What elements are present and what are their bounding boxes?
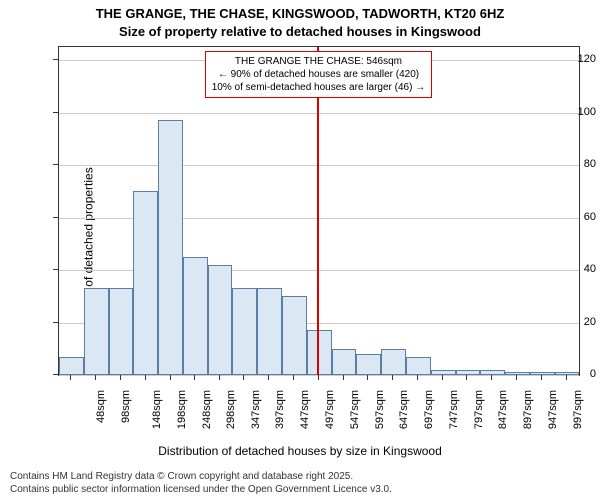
y-tick-label: 60 xyxy=(548,211,596,223)
histogram-bar xyxy=(84,288,109,375)
histogram-bar xyxy=(505,372,530,375)
histogram-bar xyxy=(183,257,208,375)
histogram-bar xyxy=(456,370,481,375)
x-tick-label: 98sqm xyxy=(120,390,132,423)
plot-area: THE GRANGE THE CHASE: 546sqm← 90% of det… xyxy=(58,46,580,376)
x-tick-label: 597sqm xyxy=(374,390,386,429)
histogram-bar xyxy=(480,370,505,375)
x-tick-label: 897sqm xyxy=(522,390,534,429)
histogram-bar xyxy=(208,265,233,375)
histogram-bar xyxy=(232,288,257,375)
histogram-bar xyxy=(332,349,357,375)
x-tick-label: 447sqm xyxy=(299,390,311,429)
histogram-bar xyxy=(406,357,431,375)
histogram-bar xyxy=(158,120,183,375)
chart-title-line2: Size of property relative to detached ho… xyxy=(0,24,600,39)
histogram-bar xyxy=(282,296,307,375)
x-tick-label: 947sqm xyxy=(547,390,559,429)
x-tick-label: 148sqm xyxy=(151,390,163,429)
histogram-bar xyxy=(109,288,134,375)
x-tick-label: 397sqm xyxy=(275,390,287,429)
footer-attribution: Contains HM Land Registry data © Crown c… xyxy=(10,471,392,496)
histogram-bar xyxy=(257,288,282,375)
annotation-line2: 10% of semi-detached houses are larger (… xyxy=(212,81,425,94)
x-tick-label: 697sqm xyxy=(423,390,435,429)
y-tick-label: 40 xyxy=(548,263,596,275)
y-tick-label: 0 xyxy=(548,368,596,380)
annotation-title: THE GRANGE THE CHASE: 546sqm xyxy=(212,55,425,68)
x-tick-label: 997sqm xyxy=(572,390,584,429)
histogram-bar xyxy=(381,349,406,375)
y-tick-label: 80 xyxy=(548,158,596,170)
y-tick-label: 20 xyxy=(548,316,596,328)
histogram-bar xyxy=(59,357,84,375)
x-tick-label: 847sqm xyxy=(498,390,510,429)
histogram-bar xyxy=(356,354,381,375)
gridline xyxy=(59,375,579,376)
chart-title-line1: THE GRANGE, THE CHASE, KINGSWOOD, TADWOR… xyxy=(0,6,600,21)
histogram-bar xyxy=(133,191,158,375)
annotation-box: THE GRANGE THE CHASE: 546sqm← 90% of det… xyxy=(205,51,432,98)
x-tick-label: 797sqm xyxy=(473,390,485,429)
x-tick-label: 647sqm xyxy=(398,390,410,429)
x-tick-label: 298sqm xyxy=(225,390,237,429)
x-tick-label: 347sqm xyxy=(250,390,262,429)
x-tick-label: 747sqm xyxy=(448,390,460,429)
footer-line2: Contains public sector information licen… xyxy=(10,484,392,497)
y-tick-label: 100 xyxy=(548,106,596,118)
histogram-bar xyxy=(431,370,456,375)
y-tick-label: 120 xyxy=(548,53,596,65)
annotation-line1: ← 90% of detached houses are smaller (42… xyxy=(212,68,425,81)
x-axis-label: Distribution of detached houses by size … xyxy=(0,444,600,458)
footer-line1: Contains HM Land Registry data © Crown c… xyxy=(10,471,392,484)
x-tick-label: 198sqm xyxy=(176,390,188,429)
x-tick-label: 547sqm xyxy=(349,390,361,429)
x-tick-label: 248sqm xyxy=(201,390,213,429)
x-tick-label: 48sqm xyxy=(95,390,107,423)
x-tick-label: 497sqm xyxy=(324,390,336,429)
